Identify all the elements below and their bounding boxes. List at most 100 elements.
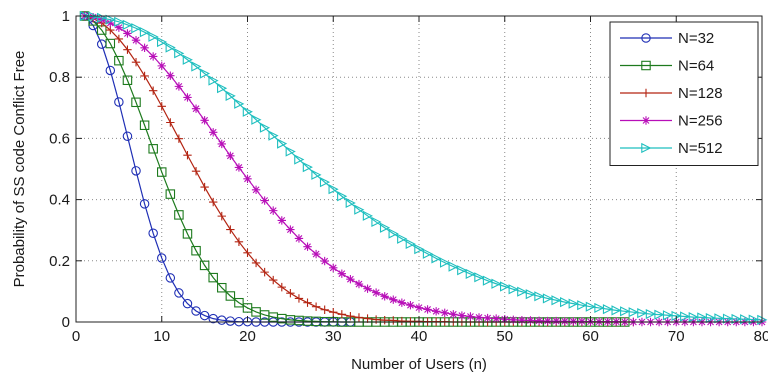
x-tick-label: 30 [325, 328, 342, 345]
data-point-triangle [482, 275, 494, 286]
data-point-asterisk [641, 116, 651, 125]
data-point-triangle [740, 314, 751, 325]
data-point-triangle [302, 162, 313, 173]
data-point-triangle [139, 27, 151, 38]
data-point-triangle [191, 61, 202, 72]
data-point-plus [217, 211, 226, 221]
y-tick-label: 0.4 [49, 192, 70, 209]
data-point-plus [251, 258, 261, 268]
data-point-square [148, 144, 158, 154]
data-point-triangle [525, 289, 536, 300]
data-point-circle [157, 253, 167, 263]
y-tick-label: 0 [62, 314, 70, 331]
data-point-plus [174, 134, 184, 143]
legend: N=32 N=64 N=128 N=256 N=512 [609, 21, 759, 166]
data-point-circle [105, 65, 116, 76]
data-point-triangle [277, 138, 288, 149]
data-point-plus [166, 118, 175, 127]
data-point-square [217, 282, 227, 293]
data-point-asterisk [346, 274, 355, 284]
data-point-plus [243, 248, 252, 258]
data-point-plus [363, 314, 372, 323]
data-point-circle [174, 288, 184, 298]
data-point-triangle [551, 295, 562, 306]
data-point-triangle [311, 169, 322, 180]
data-point-triangle [697, 312, 708, 323]
data-point-plus [148, 86, 158, 95]
data-point-triangle [157, 36, 168, 48]
data-point-plus [209, 197, 218, 207]
data-point-square [139, 120, 150, 130]
data-point-triangle [500, 281, 511, 292]
data-point-triangle [731, 313, 742, 325]
data-point-plus [320, 305, 329, 314]
legend-label: N=64 [678, 58, 714, 75]
data-point-triangle [628, 307, 639, 318]
data-point-asterisk [191, 104, 201, 113]
data-point-triangle [345, 197, 356, 209]
data-point-asterisk [226, 151, 235, 161]
data-point-plus [286, 289, 295, 298]
data-point-plus [234, 237, 244, 247]
data-point-asterisk [431, 307, 441, 316]
data-point-triangle [217, 83, 228, 94]
data-point-asterisk [209, 128, 218, 137]
data-point-square [131, 97, 141, 108]
data-point-triangle [328, 184, 339, 195]
data-point-asterisk [303, 242, 312, 251]
data-point-plus [277, 282, 286, 292]
data-point-plus [106, 25, 115, 35]
data-point-asterisk [577, 317, 587, 326]
data-point-triangle [448, 261, 459, 272]
data-point-triangle [568, 298, 579, 309]
data-point-asterisk [457, 311, 467, 320]
y-tick-label: 0.2 [49, 253, 70, 270]
data-point-asterisk [183, 93, 192, 102]
data-point-circle [199, 310, 210, 321]
legend-label: N=256 [678, 113, 723, 130]
data-point-asterisk [148, 52, 158, 61]
x-tick-label: 20 [239, 328, 256, 345]
data-point-asterisk [166, 71, 175, 80]
data-point-asterisk [106, 18, 115, 28]
data-point-asterisk [491, 314, 501, 323]
data-point-square [199, 260, 210, 271]
data-point-plus [389, 316, 398, 325]
data-point-triangle [457, 265, 468, 276]
data-point-triangle [620, 306, 631, 317]
data-point-asterisk [569, 317, 578, 326]
data-point-asterisk [552, 316, 561, 326]
data-point-asterisk [114, 23, 124, 32]
data-point-triangle [268, 130, 279, 141]
x-tick-label: 0 [72, 328, 80, 345]
x-tick-label: 80 [754, 328, 768, 345]
legend-item: N=128 [620, 85, 723, 102]
data-point-asterisk [483, 313, 492, 323]
data-point-plus [226, 225, 235, 234]
data-point-circle [191, 306, 201, 316]
data-point-triangle [474, 272, 485, 283]
data-point-asterisk [157, 61, 166, 71]
data-point-plus [183, 151, 192, 160]
data-point-triangle [251, 114, 262, 125]
data-point-triangle [388, 228, 399, 239]
data-point-square [208, 272, 218, 283]
data-point-circle [641, 33, 651, 43]
data-point-plus [200, 182, 209, 192]
data-point-square [225, 291, 236, 301]
data-point-plus [329, 308, 338, 317]
data-point-asterisk [466, 312, 475, 321]
data-point-plus [269, 275, 278, 285]
data-point-triangle [122, 19, 133, 30]
data-point-triangle [422, 248, 434, 259]
series-5 [79, 10, 768, 325]
data-point-asterisk [406, 300, 415, 310]
data-point-triangle [517, 286, 528, 297]
data-point-triangle [637, 308, 648, 319]
data-point-asterisk [389, 295, 398, 304]
data-point-triangle [641, 142, 652, 154]
y-tick-label: 1 [62, 8, 70, 25]
data-point-asterisk [251, 185, 261, 195]
data-point-circle [131, 166, 141, 176]
legend-label: N=32 [678, 30, 714, 47]
